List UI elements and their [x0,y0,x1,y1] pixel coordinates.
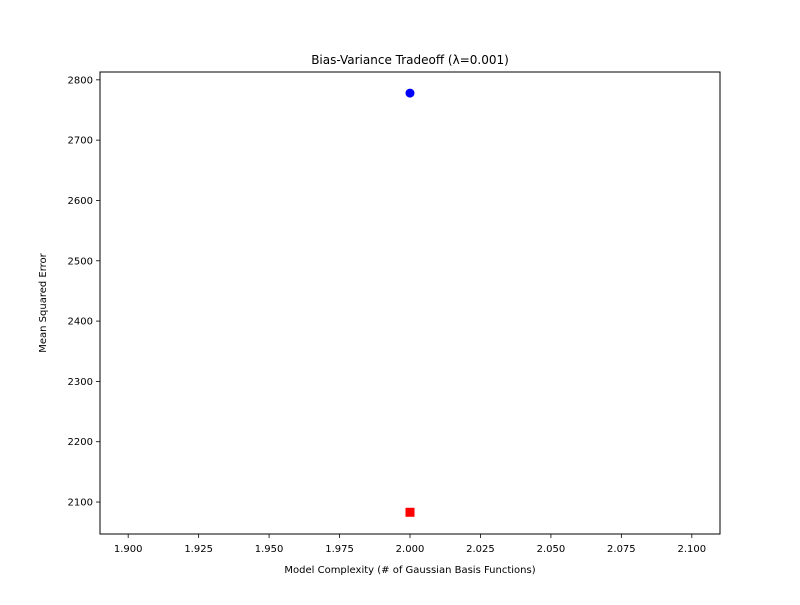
chart-title: Bias-Variance Tradeoff (λ=0.001) [311,53,509,67]
y-tick-label: 2200 [68,437,93,448]
y-tick-label: 2700 [68,136,93,147]
x-axis-label: Model Complexity (# of Gaussian Basis Fu… [284,565,535,576]
x-tick-label: 2.100 [677,544,706,555]
y-tick-label: 2100 [68,498,93,509]
y-axis-label: Mean Squared Error [38,252,49,352]
data-markers [405,88,415,517]
y-tick-label: 2400 [68,317,93,328]
x-tick-label: 2.050 [537,544,566,555]
x-axis-ticks: 1.900 1.925 1.950 1.975 2.000 2.025 2.050 2.075… [114,534,706,555]
y-tick-label: 2500 [68,256,93,267]
plot-area [100,72,720,534]
y-tick-label: 2800 [68,75,93,86]
x-tick-label: 2.025 [466,544,495,555]
y-axis-ticks: 2100 2200 2300 2400 2500 2600 2700 2800 [68,75,100,509]
x-tick-label: 1.900 [114,544,143,555]
y-tick-label: 2600 [68,196,93,207]
x-tick-label: 1.925 [184,544,213,555]
x-tick-label: 2.000 [396,544,425,555]
x-tick-label: 1.950 [255,544,284,555]
data-point-square [405,507,415,517]
x-tick-label: 2.075 [607,544,636,555]
data-point-circle [405,88,415,98]
y-tick-label: 2300 [68,377,93,388]
x-tick-label: 1.975 [325,544,354,555]
